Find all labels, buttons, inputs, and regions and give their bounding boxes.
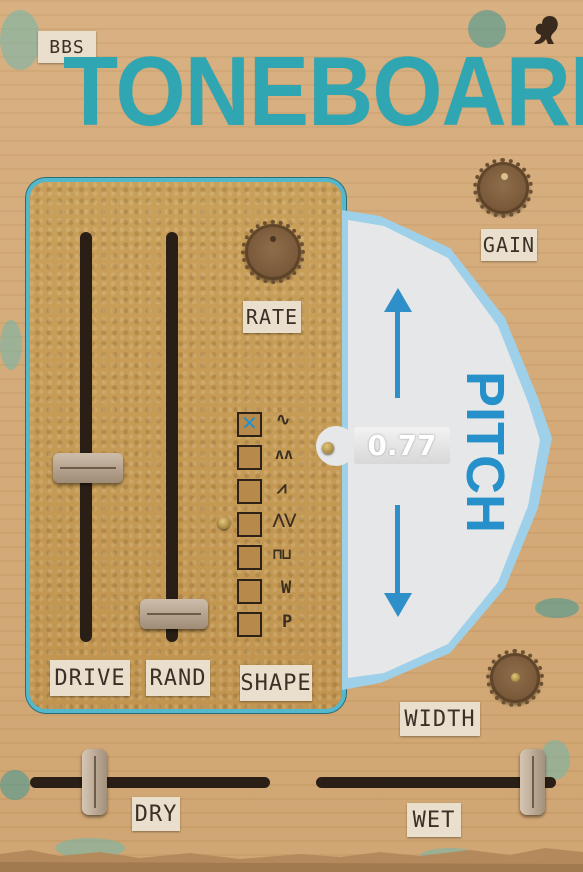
pitch-up-arrow-icon	[384, 288, 412, 398]
shape-label: SHAPE	[240, 665, 312, 701]
w-shape-icon: W	[281, 578, 292, 598]
paint-splatter	[55, 838, 125, 858]
shape-option-p[interactable]	[237, 612, 262, 637]
paint-splatter	[540, 740, 570, 780]
wet-label: WET	[407, 803, 461, 837]
paint-splatter	[0, 10, 40, 70]
rate-label: RATE	[243, 301, 301, 333]
rand-label: RAND	[146, 660, 210, 696]
shape-option-sine[interactable]: ✕	[237, 411, 262, 437]
brand-tag: BBS	[38, 31, 96, 63]
width-knob[interactable]	[486, 649, 544, 707]
torn-edge-decoration	[0, 848, 583, 872]
shape-option-w[interactable]	[237, 579, 262, 604]
width-label: WIDTH	[400, 702, 480, 736]
paint-splatter	[468, 10, 506, 48]
drive-slider-track[interactable]	[80, 232, 92, 642]
knob-rim	[486, 649, 544, 707]
wet-slider-track[interactable]	[316, 777, 556, 788]
gain-label: GAIN	[481, 229, 537, 261]
knob-indicator	[501, 173, 508, 180]
pitch-label: PITCH	[455, 371, 515, 533]
knob-rim	[241, 220, 305, 284]
paint-splatter	[0, 770, 30, 800]
shape-option-zigzag[interactable]	[237, 512, 262, 537]
wet-slider-handle[interactable]	[520, 749, 545, 815]
selected-x-icon: ✕	[241, 411, 258, 435]
knob-indicator	[270, 236, 276, 242]
gain-knob[interactable]	[473, 158, 533, 218]
drive-label: DRIVE	[50, 660, 130, 696]
dry-slider-handle[interactable]	[82, 749, 107, 815]
paint-splatter	[535, 598, 579, 618]
rand-slider-handle[interactable]	[140, 599, 208, 629]
paint-splatter	[0, 320, 22, 370]
app-title: TONEBOARD	[63, 36, 583, 146]
pitch-wheel-rivet	[322, 442, 334, 454]
dry-label: DRY	[132, 797, 180, 831]
sine-wave-icon: ∿	[276, 410, 291, 430]
zigzag-wave-icon: ⋀⋁	[273, 512, 296, 528]
shape-selector-rivet	[218, 517, 230, 529]
shape-option-triangle[interactable]	[237, 445, 262, 470]
shape-option-square[interactable]	[237, 545, 262, 570]
saw-wave-icon: ⩘	[277, 478, 287, 498]
dry-slider-track[interactable]	[30, 777, 270, 788]
shape-option-saw[interactable]	[237, 479, 262, 504]
rand-slider-track[interactable]	[166, 232, 178, 642]
knob-indicator	[511, 673, 520, 682]
drive-slider-handle[interactable]	[53, 453, 123, 483]
rate-knob[interactable]	[241, 220, 305, 284]
square-wave-icon: ⊓⊔	[273, 545, 292, 563]
pitch-label-wrap: PITCH	[455, 371, 515, 533]
p-shape-icon: P	[282, 612, 293, 632]
pitch-value-display: 0.77	[354, 427, 450, 464]
knob-rim	[473, 158, 533, 218]
triangle-wave-icon: ʌʌ	[275, 445, 294, 463]
squirrel-logo-icon	[534, 16, 558, 44]
pitch-down-arrow-icon	[384, 505, 412, 617]
